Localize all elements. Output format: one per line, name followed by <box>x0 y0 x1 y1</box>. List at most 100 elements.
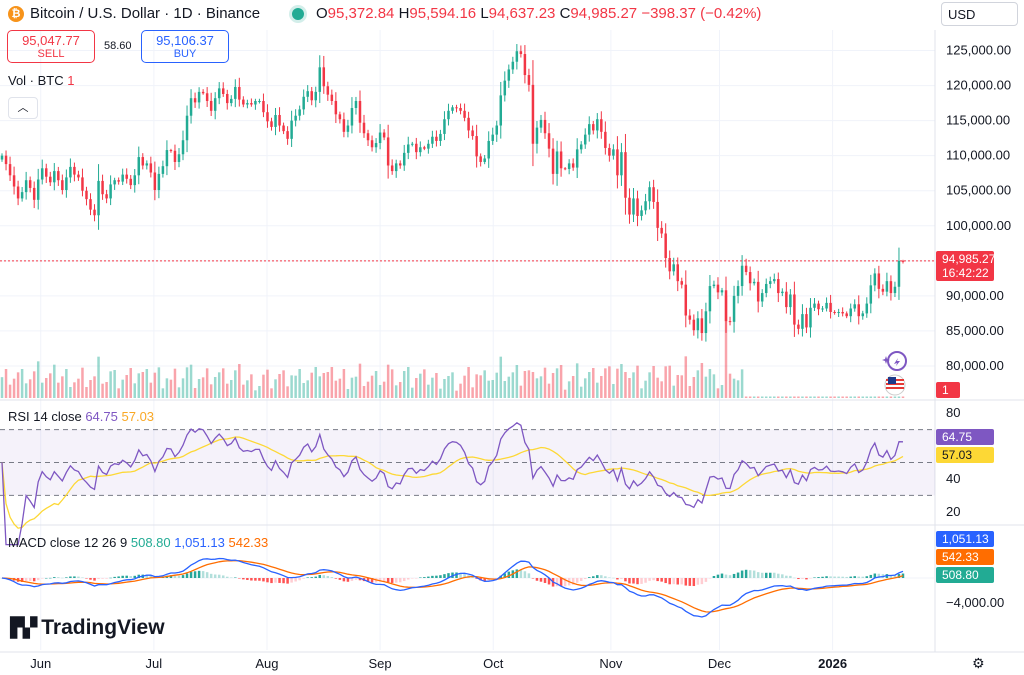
candle-body <box>873 273 877 286</box>
volume-bar <box>857 396 860 398</box>
volume-bar <box>378 385 382 398</box>
volume-bar <box>652 366 655 398</box>
macd-histogram-bar <box>805 578 808 580</box>
sell-price: 95,047.77 <box>22 33 80 48</box>
price-tick-label: 80,000.00 <box>946 358 1004 373</box>
volume-legend-name: Vol · BTC <box>8 73 64 88</box>
volume-bar <box>386 364 390 398</box>
volume-bar <box>262 374 265 398</box>
macd-histogram-bar <box>326 576 330 578</box>
volume-bar <box>600 376 603 398</box>
volume-legend-value: 1 <box>67 73 75 88</box>
macd-signal-line <box>1 559 904 613</box>
volume-bar <box>801 396 804 398</box>
us-flag-icon[interactable] <box>884 374 906 401</box>
macd-histogram-bar <box>583 578 587 580</box>
candle-body <box>234 86 237 99</box>
volume-bar <box>583 378 587 398</box>
currency-select[interactable]: USD <box>941 2 1018 26</box>
volume-bar <box>173 368 177 398</box>
macd-histogram-bar <box>334 578 338 579</box>
volume-bar <box>24 383 28 398</box>
macd-histogram-bar <box>604 576 607 578</box>
volume-bar <box>318 376 322 398</box>
volume-bar <box>764 396 768 398</box>
macd-histogram-bar <box>801 578 804 579</box>
candle-body <box>708 286 712 312</box>
chevron-up-icon: ︿ <box>17 102 29 114</box>
macd-legend-name: MACD close 12 26 9 <box>8 535 128 550</box>
macd-histogram-bar <box>652 578 655 581</box>
macd-histogram-bar <box>877 573 881 578</box>
volume-legend[interactable]: Vol · BTC 1 <box>8 73 74 88</box>
macd-histogram-bar <box>760 572 764 578</box>
macd-histogram-bar <box>394 578 398 583</box>
collapse-legend-button[interactable]: ︿ <box>8 97 38 119</box>
volume-bar <box>310 372 313 398</box>
macd-histogram-bar <box>322 575 326 578</box>
volume-bar <box>664 366 667 398</box>
volume-bar <box>282 370 285 398</box>
candle-body <box>362 122 366 134</box>
symbol-title[interactable]: Bitcoin / U.S. Dollar · 1D · Binance <box>30 5 261 22</box>
macd-histogram-bar <box>415 578 418 579</box>
macd-histogram-bar <box>861 576 865 578</box>
rsi-legend[interactable]: RSI 14 close 64.75 57.03 <box>8 409 154 424</box>
price-tick-label: 125,000.00 <box>946 43 1011 58</box>
open-label: O <box>316 5 328 22</box>
candle-body <box>306 91 309 97</box>
candle-body <box>242 99 245 105</box>
volume-bar <box>503 381 507 398</box>
tradingview-logo[interactable]: ▛▞ TradingView <box>10 616 165 640</box>
candle-body <box>386 137 390 166</box>
ai-spark-icon[interactable] <box>882 350 908 377</box>
candle-body <box>539 119 543 128</box>
macd-histogram-bar <box>507 571 511 578</box>
volume-bar <box>688 386 692 398</box>
macd-histogram-bar <box>463 573 466 578</box>
candle-body <box>893 286 897 294</box>
volume-bar <box>258 386 261 398</box>
volume-bar <box>632 372 635 398</box>
candle-body <box>684 284 688 316</box>
macd-histogram-bar <box>89 578 92 580</box>
volume-bar <box>760 396 764 398</box>
sell-button[interactable]: 95,047.77 SELL <box>7 30 95 63</box>
volume-bar <box>246 380 249 398</box>
volume-bar <box>411 387 414 398</box>
macd-histogram-bar <box>640 578 643 584</box>
macd-histogram-bar <box>109 577 112 579</box>
settings-gear-icon[interactable]: ⚙ <box>972 655 985 671</box>
candle-body <box>547 133 551 149</box>
buy-button[interactable]: 95,106.37 BUY <box>141 30 229 63</box>
volume-bar <box>885 396 889 398</box>
volume-bar <box>89 380 92 398</box>
candle-body <box>169 150 173 152</box>
candle-body <box>286 131 289 139</box>
candle-body <box>720 290 724 293</box>
candle-body <box>439 133 442 141</box>
macd-histogram-bar <box>61 577 64 579</box>
macd-histogram-bar <box>696 578 700 585</box>
candle-body <box>157 173 161 191</box>
candle-body <box>69 166 72 178</box>
volume-bar <box>781 396 784 398</box>
change-value: −398.37 (−0.42%) <box>641 5 762 22</box>
macd-histogram-bar <box>133 575 136 578</box>
candle-body <box>12 175 16 187</box>
macd-histogram-bar <box>221 575 225 578</box>
volume-bar <box>330 367 334 398</box>
volume-bar <box>398 382 402 398</box>
candle-body <box>57 171 60 181</box>
rsi-tick-label: 80 <box>946 405 960 420</box>
volume-bar <box>728 373 732 398</box>
macd-legend[interactable]: MACD close 12 26 9 508.80 1,051.13 542.3… <box>8 535 268 550</box>
macd-histogram-bar <box>612 577 615 579</box>
candle-body <box>435 136 438 141</box>
volume-bar <box>644 380 647 398</box>
candle-body <box>370 140 374 148</box>
volume-bar <box>93 376 96 398</box>
candle-body <box>471 130 474 137</box>
volume-bar <box>571 376 575 398</box>
